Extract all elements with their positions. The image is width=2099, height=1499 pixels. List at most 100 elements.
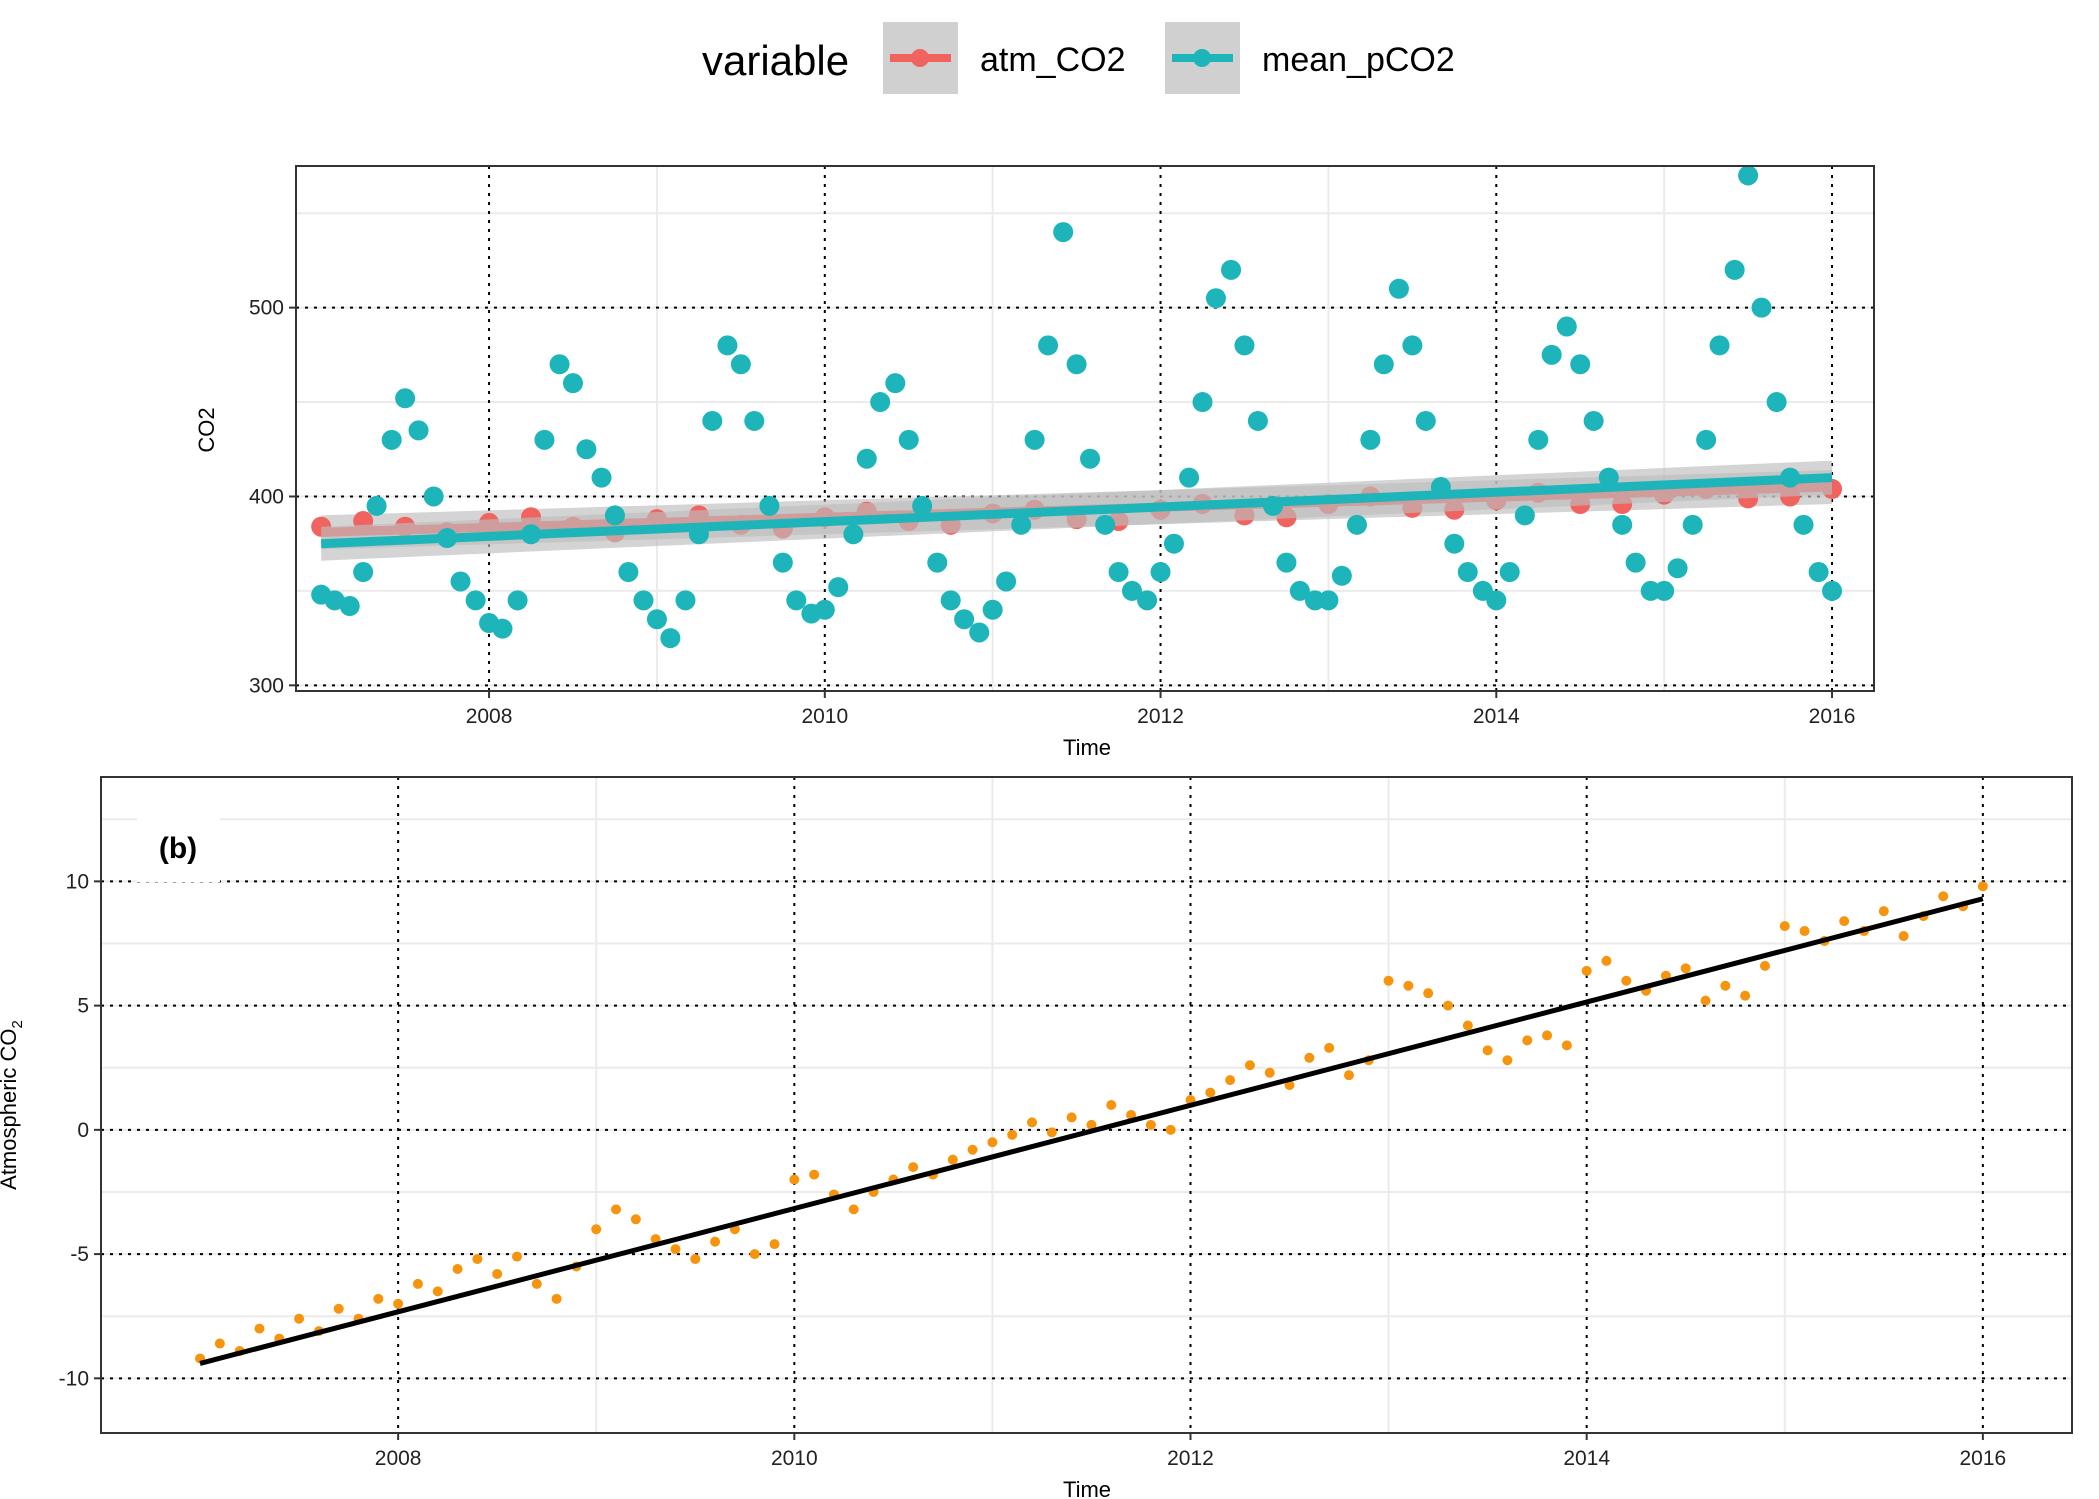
mean-pco2-point xyxy=(744,410,765,431)
series-point xyxy=(591,1224,602,1235)
top-panel-axes: 2008 2010 2012 2014 2016 300 400 500 xyxy=(249,297,1855,728)
top-panel: 2008 2010 2012 2014 2016 300 400 500 Time CO2 xyxy=(194,165,1875,760)
mean-pco2-point xyxy=(1038,335,1059,356)
top-panel-marks xyxy=(311,165,1843,649)
panel-annotation-box xyxy=(137,817,220,882)
series-point xyxy=(1007,1129,1018,1140)
mean-pco2-point xyxy=(1163,533,1184,554)
mean-pco2-point xyxy=(549,354,570,375)
mean-pco2-point xyxy=(814,599,835,620)
mean-pco2-point xyxy=(1556,316,1577,337)
series-point xyxy=(1898,931,1909,942)
legend-key-mean-pco2-dot xyxy=(1193,49,1211,67)
series-point xyxy=(1938,891,1949,902)
legend-label-mean-pco2: mean_pCO2 xyxy=(1262,41,1455,79)
mean-pco2-point xyxy=(1205,288,1226,309)
y-tick-label: 0 xyxy=(77,1119,89,1142)
x-tick-label: 2014 xyxy=(1563,1447,1610,1470)
legend-key-atm-co2-dot xyxy=(911,49,929,67)
mean-pco2-point xyxy=(646,609,667,630)
mean-pco2-point xyxy=(856,448,877,469)
y-tick-label: 400 xyxy=(249,485,284,508)
mean-pco2-point xyxy=(1108,562,1129,583)
top-y-axis-label: CO2 xyxy=(194,407,219,452)
mean-pco2-point xyxy=(1221,259,1242,280)
mean-pco2-point xyxy=(1724,259,1745,280)
series-point xyxy=(1086,1119,1097,1130)
x-tick-label: 2010 xyxy=(771,1447,818,1470)
mean-pco2-point xyxy=(1808,562,1829,583)
y-tick-label: -5 xyxy=(70,1243,89,1266)
mean-pco2-point xyxy=(1514,505,1535,526)
series-point xyxy=(373,1293,384,1304)
y-tick-label: 300 xyxy=(249,674,284,697)
mean-pco2-point xyxy=(1654,580,1675,601)
top-panel-border xyxy=(295,165,1875,692)
mean-pco2-point xyxy=(507,590,528,611)
mean-pco2-point xyxy=(1667,558,1688,579)
x-tick-label: 2012 xyxy=(1167,1447,1214,1470)
series-point xyxy=(1839,916,1850,927)
mean-pco2-point xyxy=(1095,514,1116,535)
mean-pco2-point xyxy=(591,467,612,488)
mean-pco2-point xyxy=(1682,514,1703,535)
series-point xyxy=(1621,975,1632,986)
mean-pco2-point xyxy=(1583,410,1604,431)
mean-pco2-point xyxy=(1053,222,1074,243)
mean-pco2-point xyxy=(1360,429,1381,450)
mean-pco2-point xyxy=(1528,429,1549,450)
mean-pco2-point xyxy=(969,622,990,643)
bottom-panel-marks xyxy=(195,881,1988,1366)
series-mean-pco2 xyxy=(311,165,1843,649)
mean-pco2-point xyxy=(1346,514,1367,535)
mean-pco2-point xyxy=(940,590,961,611)
series-point xyxy=(967,1144,978,1155)
mean-pco2-point xyxy=(843,524,864,545)
bottom-panel-grid xyxy=(101,777,2072,1433)
series-point xyxy=(1403,980,1414,991)
series-point xyxy=(1977,881,1988,892)
series-point xyxy=(710,1236,721,1247)
mean-pco2-point xyxy=(1444,533,1465,554)
mean-pco2-point xyxy=(759,495,780,516)
mean-pco2-point xyxy=(1709,335,1730,356)
series-point xyxy=(1700,995,1711,1006)
bottom-panel-border xyxy=(100,776,2073,1434)
mean-pco2-point xyxy=(423,486,444,507)
mean-pco2-point xyxy=(675,590,696,611)
mean-pco2-point xyxy=(1331,565,1352,586)
series-point xyxy=(809,1169,820,1180)
series-point xyxy=(333,1303,344,1314)
mean-pco2-point xyxy=(786,590,807,611)
series-point xyxy=(1561,1040,1572,1051)
series-point xyxy=(670,1244,681,1255)
series-point xyxy=(1779,921,1790,932)
x-tick-label: 2014 xyxy=(1473,705,1520,728)
mean-pco2-point xyxy=(660,628,681,649)
mean-pco2-point xyxy=(604,505,625,526)
y-tick-label: -10 xyxy=(59,1367,89,1390)
x-tick-label: 2010 xyxy=(801,705,848,728)
mean-pco2-point xyxy=(1751,297,1772,318)
x-tick-label: 2012 xyxy=(1137,705,1184,728)
series-point xyxy=(1759,960,1770,971)
mean-pco2-point xyxy=(534,429,555,450)
mean-pco2-point xyxy=(492,618,513,639)
mean-pco2-point xyxy=(828,577,849,598)
series-trend-line xyxy=(199,896,1984,1366)
mean-pco2-point xyxy=(1137,590,1158,611)
series-point xyxy=(1205,1087,1216,1098)
bottom-y-axis-label-main: Atmospheric CO xyxy=(0,1028,21,1189)
series-point xyxy=(1264,1067,1275,1078)
legend: variable atm_CO2 mean_pCO2 xyxy=(702,22,1455,94)
mean-pco2-point xyxy=(885,373,906,394)
mean-pco2-point xyxy=(1066,354,1087,375)
y-tick-label: 5 xyxy=(77,995,89,1018)
series-point xyxy=(1383,975,1394,986)
bottom-y-axis-label: Atmospheric CO2 xyxy=(0,1020,26,1190)
mean-pco2-point xyxy=(1570,354,1591,375)
mean-pco2-point xyxy=(717,335,738,356)
mean-pco2-point xyxy=(353,562,374,583)
series-point xyxy=(947,1154,958,1165)
mean-pco2-point xyxy=(1150,562,1171,583)
